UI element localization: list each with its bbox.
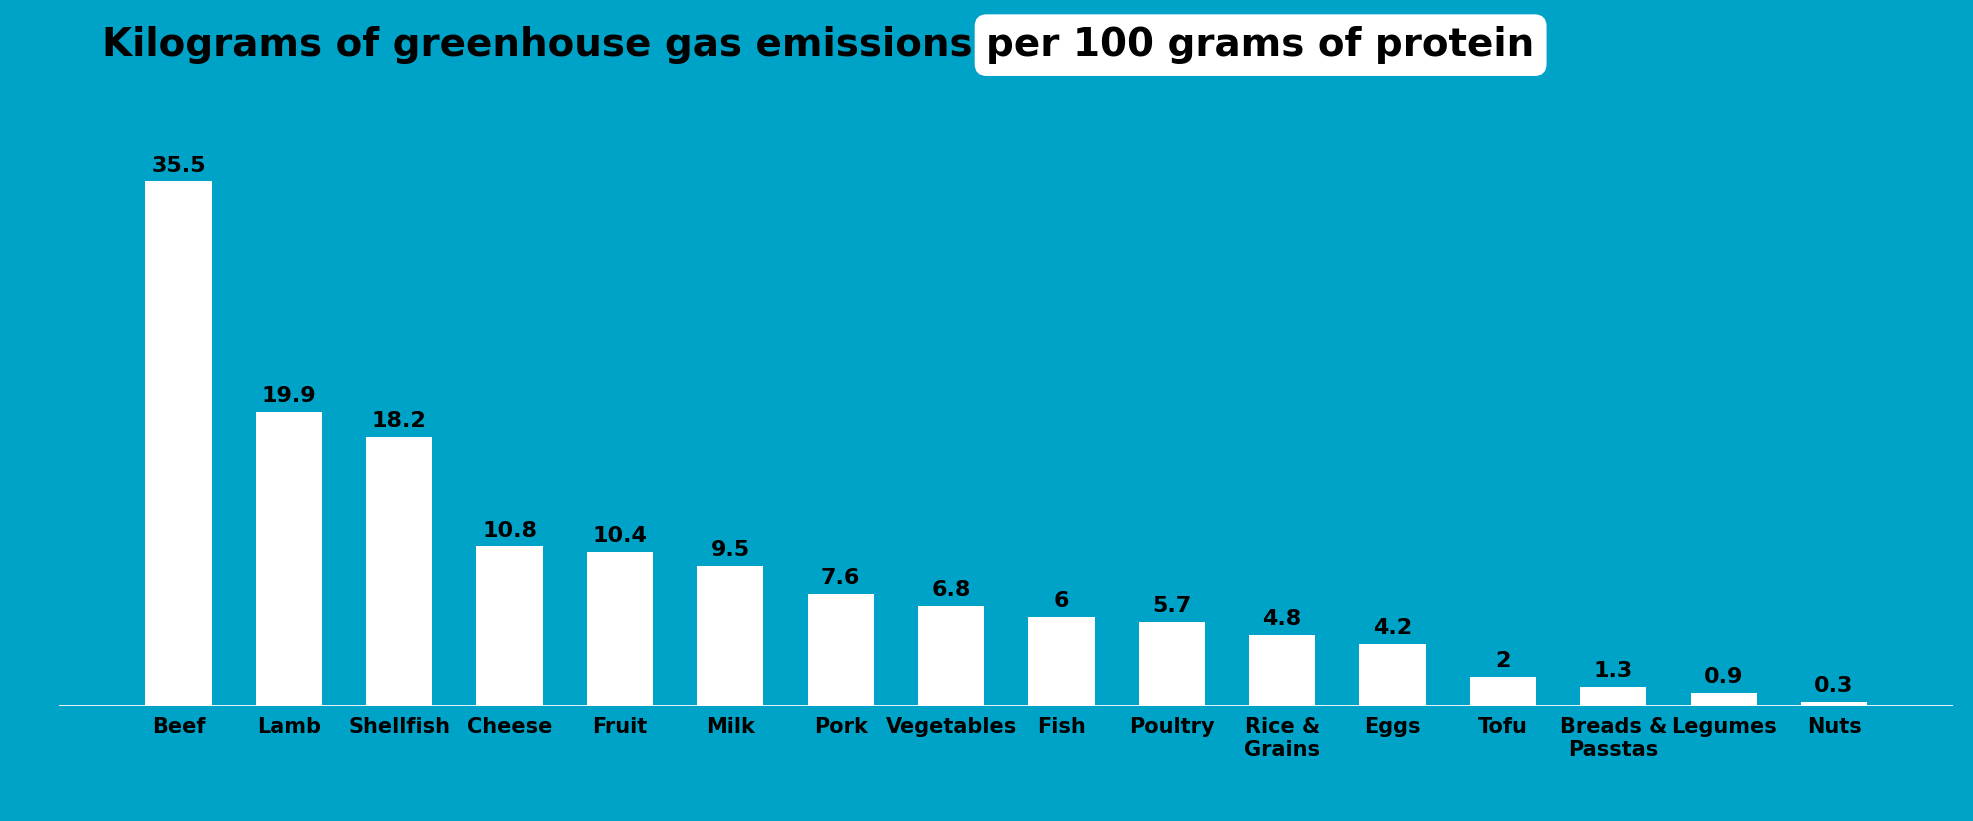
Text: per 100 grams of protein: per 100 grams of protein xyxy=(986,26,1535,64)
Text: 4.2: 4.2 xyxy=(1373,618,1413,638)
Text: 7.6: 7.6 xyxy=(821,568,860,588)
Bar xyxy=(256,412,322,706)
Text: 2: 2 xyxy=(1496,650,1511,671)
Bar xyxy=(696,566,764,706)
Text: 9.5: 9.5 xyxy=(710,539,750,560)
Bar xyxy=(586,553,653,706)
Bar xyxy=(1580,687,1645,706)
Bar xyxy=(1359,644,1426,706)
Bar xyxy=(1138,621,1206,706)
Text: 6.8: 6.8 xyxy=(931,580,971,599)
Text: 35.5: 35.5 xyxy=(152,155,205,176)
Text: 5.7: 5.7 xyxy=(1152,596,1192,616)
Text: 1.3: 1.3 xyxy=(1594,661,1634,681)
Bar xyxy=(807,594,874,706)
Bar xyxy=(1470,677,1537,706)
Bar xyxy=(1801,702,1866,706)
Bar xyxy=(146,181,211,706)
Text: Kilograms of greenhouse gas emissions: Kilograms of greenhouse gas emissions xyxy=(103,26,986,64)
Text: 4.8: 4.8 xyxy=(1263,609,1302,629)
Text: 10.4: 10.4 xyxy=(592,526,647,547)
Bar xyxy=(475,547,543,706)
Text: 18.2: 18.2 xyxy=(371,411,426,431)
Bar xyxy=(1249,635,1316,706)
Text: 10.8: 10.8 xyxy=(481,521,537,540)
Text: 6: 6 xyxy=(1054,591,1069,612)
Text: 0.3: 0.3 xyxy=(1815,676,1855,695)
Bar xyxy=(367,437,432,706)
Text: 0.9: 0.9 xyxy=(1705,667,1744,687)
Bar xyxy=(1691,693,1756,706)
Text: 19.9: 19.9 xyxy=(262,386,316,406)
Bar xyxy=(917,606,985,706)
Bar xyxy=(1028,617,1095,706)
